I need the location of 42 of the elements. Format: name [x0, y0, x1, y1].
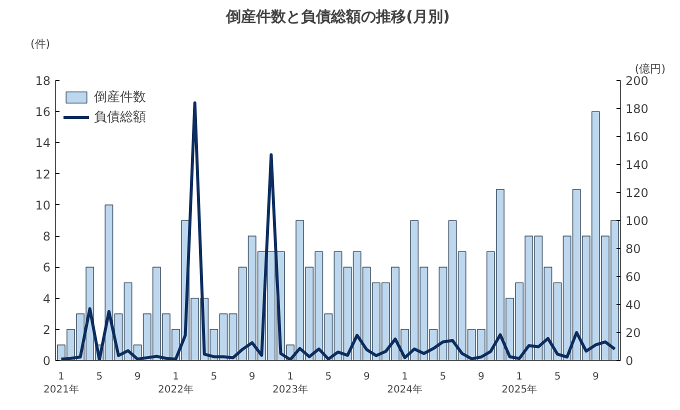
y2-tick-label: 60 — [626, 270, 641, 284]
x-tick-label: 5 — [554, 372, 561, 382]
y2-axis-title: (億円) — [634, 62, 666, 76]
y-tick-label: 14 — [35, 136, 51, 150]
y2-tick-label: 160 — [626, 130, 648, 144]
y2-tick-label: 200 — [626, 74, 648, 88]
y2-tick-label: 100 — [626, 214, 648, 228]
y-tick-label: 18 — [35, 74, 51, 88]
x-tick-label: 5 — [440, 372, 446, 382]
y2-tick-label: 80 — [626, 242, 641, 256]
x-tick-label: 1 2025年 — [502, 372, 538, 396]
y2-tick-label: 0 — [626, 354, 634, 368]
x-tick-label: 1 2024年 — [387, 372, 423, 396]
x-tick-label: 5 — [325, 372, 332, 382]
y2-tick-label: 20 — [626, 326, 641, 340]
y2-tick-label: 120 — [626, 186, 648, 200]
x-tick-label: 5 — [210, 372, 218, 382]
y2-tick-label: 140 — [626, 158, 648, 172]
legend-label: 負債総額 — [94, 109, 146, 126]
y-tick-label: 10 — [35, 198, 51, 212]
y-tick-label: 2 — [42, 322, 51, 337]
y-tick-label: 16 — [35, 105, 51, 120]
y-tick-label: 4 — [42, 292, 51, 306]
y2-tick-label: 180 — [626, 102, 648, 116]
chart-title: 倒産件数と負債総額の推移(月別) — [225, 8, 450, 26]
x-tick-label: 5 — [96, 372, 103, 382]
y-tick-label: 6 — [42, 260, 51, 275]
x-tick-label: 9 — [363, 372, 370, 382]
x-tick-label: 9 — [592, 372, 599, 382]
y-tick-label: 12 — [35, 167, 51, 182]
x-tick-label: 9 — [134, 372, 141, 382]
y-axis-title: (件) — [30, 38, 50, 50]
x-tick-label: 1 2021年 — [44, 372, 79, 396]
line-series — [60, 101, 616, 360]
x-tick-label: 1 2022年 — [158, 372, 194, 396]
x-tick-label: 9 — [478, 372, 484, 382]
x-tick-label: 9 — [248, 372, 256, 382]
legend-label: 倒産件数 — [94, 89, 146, 106]
x-tick-label: 1 2023年 — [272, 372, 308, 396]
y2-tick-label: 40 — [626, 298, 641, 312]
y-tick-label: 0 — [42, 354, 51, 368]
y-tick-label: 8 — [42, 230, 51, 244]
